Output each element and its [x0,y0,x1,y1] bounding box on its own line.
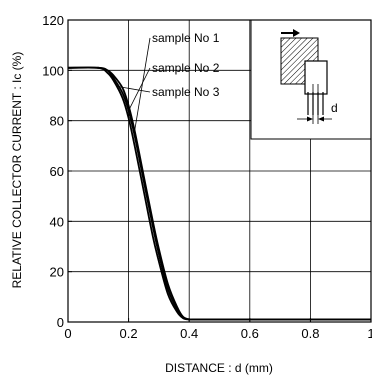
curves [67,66,371,321]
series-labels: sample No 1 sample No 2 sample No 3 [116,31,220,131]
y-tick-label: 100 [42,63,64,78]
arrow-right-icon [281,29,300,37]
x-tick-label: 0.2 [120,326,138,341]
y-tick-label: 20 [50,265,64,280]
leader-line [128,67,151,111]
series-label: sample No 2 [152,61,220,75]
inset-d-label: d [331,101,338,115]
x-tick-label: 0.4 [180,326,198,341]
y-tick-label: 60 [50,164,64,179]
series-label: sample No 3 [152,85,220,99]
sensor-diagram-inset: d [250,19,372,140]
sensor-body-icon [304,60,328,95]
tick-labels: 0 0.2 0.4 0.6 0.8 1 0 20 40 60 80 100 120 [42,13,372,341]
x-tick-label: 1 [367,326,372,341]
x-tick-label: 0.8 [301,326,319,341]
series-line-3 [67,66,371,321]
leader-line [134,37,151,131]
x-tick-label: 0.6 [241,326,259,341]
x-tick-label: 0 [64,326,71,341]
leader-line [116,85,151,93]
y-tick-label: 0 [57,315,64,330]
y-tick-label: 120 [42,13,64,28]
y-tick-label: 80 [50,114,64,129]
y-tick-label: 40 [50,214,64,229]
axes [67,19,372,323]
x-axis-title: DISTANCE : d (mm) [165,361,273,375]
y-axis-title: RELATIVE COLLECTOR CURRENT : Ic (%) [10,52,24,289]
series-label: sample No 1 [152,31,220,45]
